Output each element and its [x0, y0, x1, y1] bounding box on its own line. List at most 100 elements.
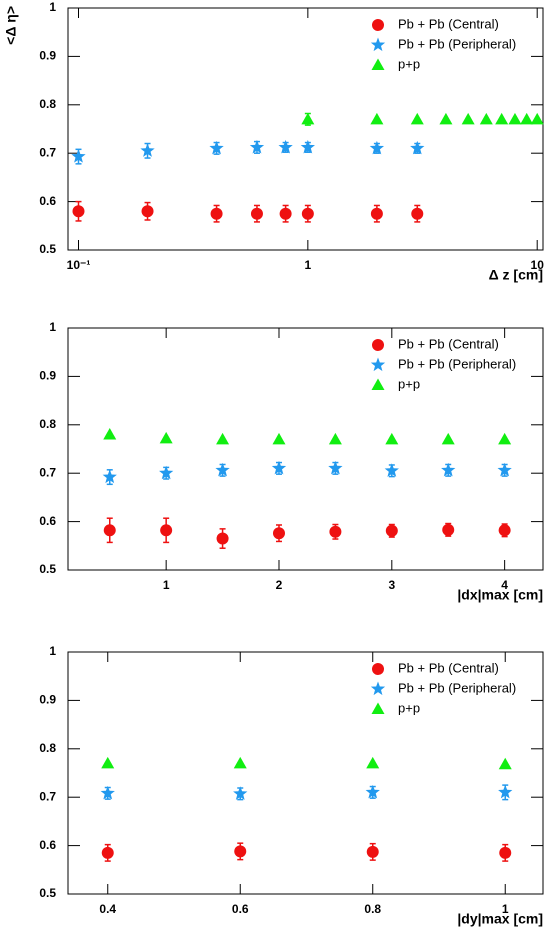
marker-circle [372, 19, 384, 31]
marker-star [249, 139, 265, 154]
marker-circle [141, 205, 154, 218]
marker-star [370, 357, 386, 372]
marker-circle [385, 524, 398, 537]
legend-label: Pb + Pb (Peripheral) [398, 356, 516, 371]
marker-triangle [301, 112, 315, 125]
y-axis-label: <Δ η> [3, 6, 19, 45]
marker-circle [498, 524, 511, 537]
plot-frame [67, 7, 544, 251]
marker-star [215, 462, 230, 477]
marker-triangle [479, 112, 493, 125]
x-tick-label: 2 [276, 578, 283, 592]
marker-circle [366, 845, 379, 858]
marker-star [365, 784, 380, 799]
plot-frame [67, 327, 544, 571]
x-axis-label: |dy|max [cm] [457, 911, 543, 927]
marker-circle [234, 845, 247, 858]
marker-triangle [520, 112, 534, 125]
x-tick-label: 0.6 [232, 902, 249, 916]
y-tick-label: 0.7 [39, 465, 56, 479]
marker-triangle [371, 702, 385, 714]
x-axis-label: Δ z [cm] [489, 267, 543, 283]
y-tick-label: 0.8 [39, 741, 56, 755]
y-tick-label: 0.5 [39, 886, 56, 900]
y-tick-label: 1 [49, 0, 56, 14]
x-tick-label: 4 [501, 578, 508, 592]
marker-triangle [370, 112, 384, 125]
marker-circle [160, 524, 173, 537]
marker-star [370, 681, 386, 696]
marker-circle [329, 525, 342, 538]
legend-label: Pb + Pb (Central) [398, 660, 499, 675]
marker-triangle [385, 432, 399, 445]
marker-star [369, 140, 385, 155]
marker-triangle [216, 432, 230, 445]
marker-triangle [441, 432, 455, 445]
marker-circle [250, 207, 263, 220]
y-tick-label: 0.9 [39, 369, 56, 383]
legend-label: Pb + Pb (Peripheral) [398, 36, 516, 51]
y-tick-label: 0.6 [39, 838, 56, 852]
x-tick-label: 0.4 [99, 902, 116, 916]
marker-star [370, 37, 386, 52]
marker-triangle [495, 112, 509, 125]
y-tick-label: 0.9 [39, 693, 56, 707]
marker-triangle [439, 112, 453, 125]
marker-star [278, 139, 293, 154]
marker-triangle [366, 756, 380, 769]
marker-star [328, 460, 343, 475]
marker-circle [272, 527, 285, 540]
x-tick-label: 10 [531, 258, 545, 272]
y-tick-label: 0.6 [39, 194, 56, 208]
marker-circle [411, 207, 424, 220]
y-tick-label: 1 [49, 644, 56, 658]
marker-triangle [461, 112, 475, 125]
marker-circle [101, 846, 114, 859]
marker-star [100, 785, 115, 800]
marker-star [71, 149, 86, 163]
marker-circle [210, 207, 223, 220]
x-tick-label: 1 [305, 258, 312, 272]
marker-triangle [508, 112, 522, 125]
marker-star [300, 139, 315, 154]
y-tick-label: 0.6 [39, 514, 56, 528]
x-axis-label: |dx|max [cm] [457, 587, 543, 603]
marker-star [271, 460, 287, 475]
marker-triangle [233, 756, 247, 769]
legend-label: Pb + Pb (Central) [398, 336, 499, 351]
y-tick-label: 1 [49, 320, 56, 334]
marker-circle [103, 524, 116, 537]
marker-triangle [498, 432, 512, 445]
marker-triangle [101, 756, 115, 769]
marker-star [441, 462, 456, 477]
y-tick-label: 0.9 [39, 49, 56, 63]
x-tick-label: 10⁻¹ [67, 258, 91, 272]
marker-star [497, 462, 512, 477]
marker-triangle [103, 427, 117, 440]
y-tick-label: 0.8 [39, 97, 56, 111]
legend-label: p+p [398, 56, 420, 71]
marker-star [384, 463, 399, 477]
legend-label: Pb + Pb (Central) [398, 16, 499, 31]
marker-triangle [498, 757, 512, 770]
x-tick-label: 1 [502, 902, 509, 916]
marker-star [498, 784, 513, 799]
marker-triangle [410, 112, 424, 125]
x-tick-label: 1 [163, 578, 170, 592]
marker-star [233, 786, 248, 800]
legend-label: p+p [398, 376, 420, 391]
marker-circle [442, 523, 455, 536]
y-tick-label: 0.7 [39, 145, 56, 159]
y-tick-label: 0.7 [39, 789, 56, 803]
marker-circle [301, 207, 314, 220]
marker-circle [72, 205, 85, 218]
y-tick-label: 0.8 [39, 417, 56, 431]
plot-frame [67, 651, 544, 895]
y-tick-label: 0.5 [39, 242, 56, 256]
marker-triangle [530, 112, 544, 125]
legend-label: p+p [398, 700, 420, 715]
marker-circle [370, 207, 383, 220]
marker-star [102, 469, 117, 484]
legend-label: Pb + Pb (Peripheral) [398, 680, 516, 695]
